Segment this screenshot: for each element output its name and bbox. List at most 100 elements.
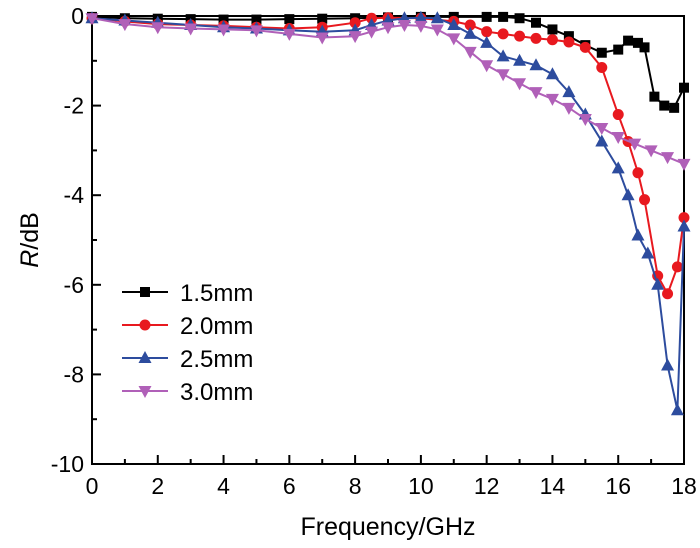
x-axis-title: Frequency/GHz xyxy=(300,513,475,541)
data-point xyxy=(631,228,645,241)
x-tick-label: 16 xyxy=(605,473,631,499)
data-point xyxy=(595,134,609,147)
legend-item: 3.0mm xyxy=(122,379,253,406)
data-point xyxy=(562,102,576,115)
legend-marker xyxy=(138,351,152,363)
data-point xyxy=(531,17,541,28)
data-point xyxy=(514,13,525,24)
data-point xyxy=(596,62,608,74)
data-point xyxy=(463,46,477,59)
data-point xyxy=(498,11,509,22)
data-point xyxy=(464,19,476,31)
data-point xyxy=(632,167,644,179)
data-point xyxy=(545,67,559,80)
data-point xyxy=(596,47,607,58)
data-point xyxy=(678,212,690,224)
x-tick-label: 10 xyxy=(408,473,434,499)
legend-marker xyxy=(139,319,151,331)
data-point xyxy=(632,37,643,48)
data-point xyxy=(613,44,624,55)
data-point xyxy=(365,26,379,39)
x-tick-label: 6 xyxy=(283,473,296,499)
data-point xyxy=(579,41,591,53)
y-axis-ticks: 0 -2 -4 -6 -8 -10 xyxy=(51,3,101,477)
data-point xyxy=(677,158,691,171)
data-point xyxy=(284,14,295,25)
data-point xyxy=(249,25,263,38)
data-point xyxy=(639,42,650,53)
data-point xyxy=(496,69,510,82)
data-point xyxy=(480,60,494,73)
data-point xyxy=(481,11,492,22)
x-axis-ticks: 0 2 4 6 8 10 12 14 16 18 xyxy=(86,455,697,499)
data-point xyxy=(669,102,680,113)
series-line xyxy=(91,17,685,165)
data-point xyxy=(514,30,526,42)
data-point xyxy=(397,19,411,32)
series-layer xyxy=(85,10,691,416)
y-tick-label: 0 xyxy=(71,3,84,29)
x-tick-label: 2 xyxy=(151,473,164,499)
x-tick-label: 14 xyxy=(540,473,566,499)
data-point xyxy=(547,24,558,35)
data-point xyxy=(315,32,329,45)
data-point xyxy=(480,35,494,48)
data-point xyxy=(430,11,444,24)
data-point xyxy=(151,22,165,35)
series-3.0mm xyxy=(85,13,691,171)
data-point xyxy=(529,87,543,100)
data-point xyxy=(578,114,592,127)
x-tick-label: 4 xyxy=(217,473,230,499)
x-tick-label: 0 xyxy=(86,473,99,499)
legend-marker xyxy=(140,287,150,297)
data-point xyxy=(513,78,527,91)
data-point xyxy=(677,219,691,232)
legend-label: 3.0mm xyxy=(180,379,253,406)
legend-item: 2.0mm xyxy=(122,313,253,340)
data-point xyxy=(430,24,444,37)
data-point xyxy=(118,19,132,32)
data-point xyxy=(649,91,660,102)
data-point xyxy=(641,246,655,259)
data-point xyxy=(563,31,574,42)
data-point xyxy=(349,17,361,29)
legend-marker xyxy=(138,386,152,398)
data-point xyxy=(546,34,558,46)
data-point xyxy=(545,93,559,106)
data-point xyxy=(481,26,493,38)
data-point xyxy=(659,100,670,111)
data-point xyxy=(218,14,229,25)
legend-item: 2.5mm xyxy=(122,346,253,373)
data-point xyxy=(612,109,624,121)
legend-label: 2.0mm xyxy=(180,313,253,340)
data-point xyxy=(562,85,576,98)
data-point xyxy=(595,123,609,135)
data-point xyxy=(628,138,642,151)
series-line xyxy=(91,16,685,411)
legend-label: 1.5mm xyxy=(180,280,253,307)
data-point xyxy=(611,161,625,174)
legend-item: 1.5mm xyxy=(122,280,253,307)
y-axis-title-rest: /dB xyxy=(16,212,44,250)
data-point xyxy=(496,49,510,62)
x-tick-label: 8 xyxy=(349,473,362,499)
y-tick-label: -10 xyxy=(51,451,84,477)
data-point xyxy=(679,82,689,93)
y-tick-label: -2 xyxy=(64,93,84,119)
data-point xyxy=(563,36,575,48)
data-point xyxy=(217,24,231,37)
data-point xyxy=(414,20,428,33)
data-point xyxy=(661,152,675,165)
data-point xyxy=(670,403,684,416)
data-point xyxy=(529,58,543,71)
data-point xyxy=(530,32,542,44)
y-tick-label: -6 xyxy=(64,272,84,298)
data-point xyxy=(414,10,428,23)
data-point xyxy=(317,13,328,24)
data-point xyxy=(639,194,651,206)
data-point xyxy=(661,358,675,371)
x-tick-label: 18 xyxy=(671,473,697,499)
legend: 1.5mm 2.0mm 2.5mm 3.0mm xyxy=(122,280,253,406)
data-point xyxy=(497,28,509,40)
